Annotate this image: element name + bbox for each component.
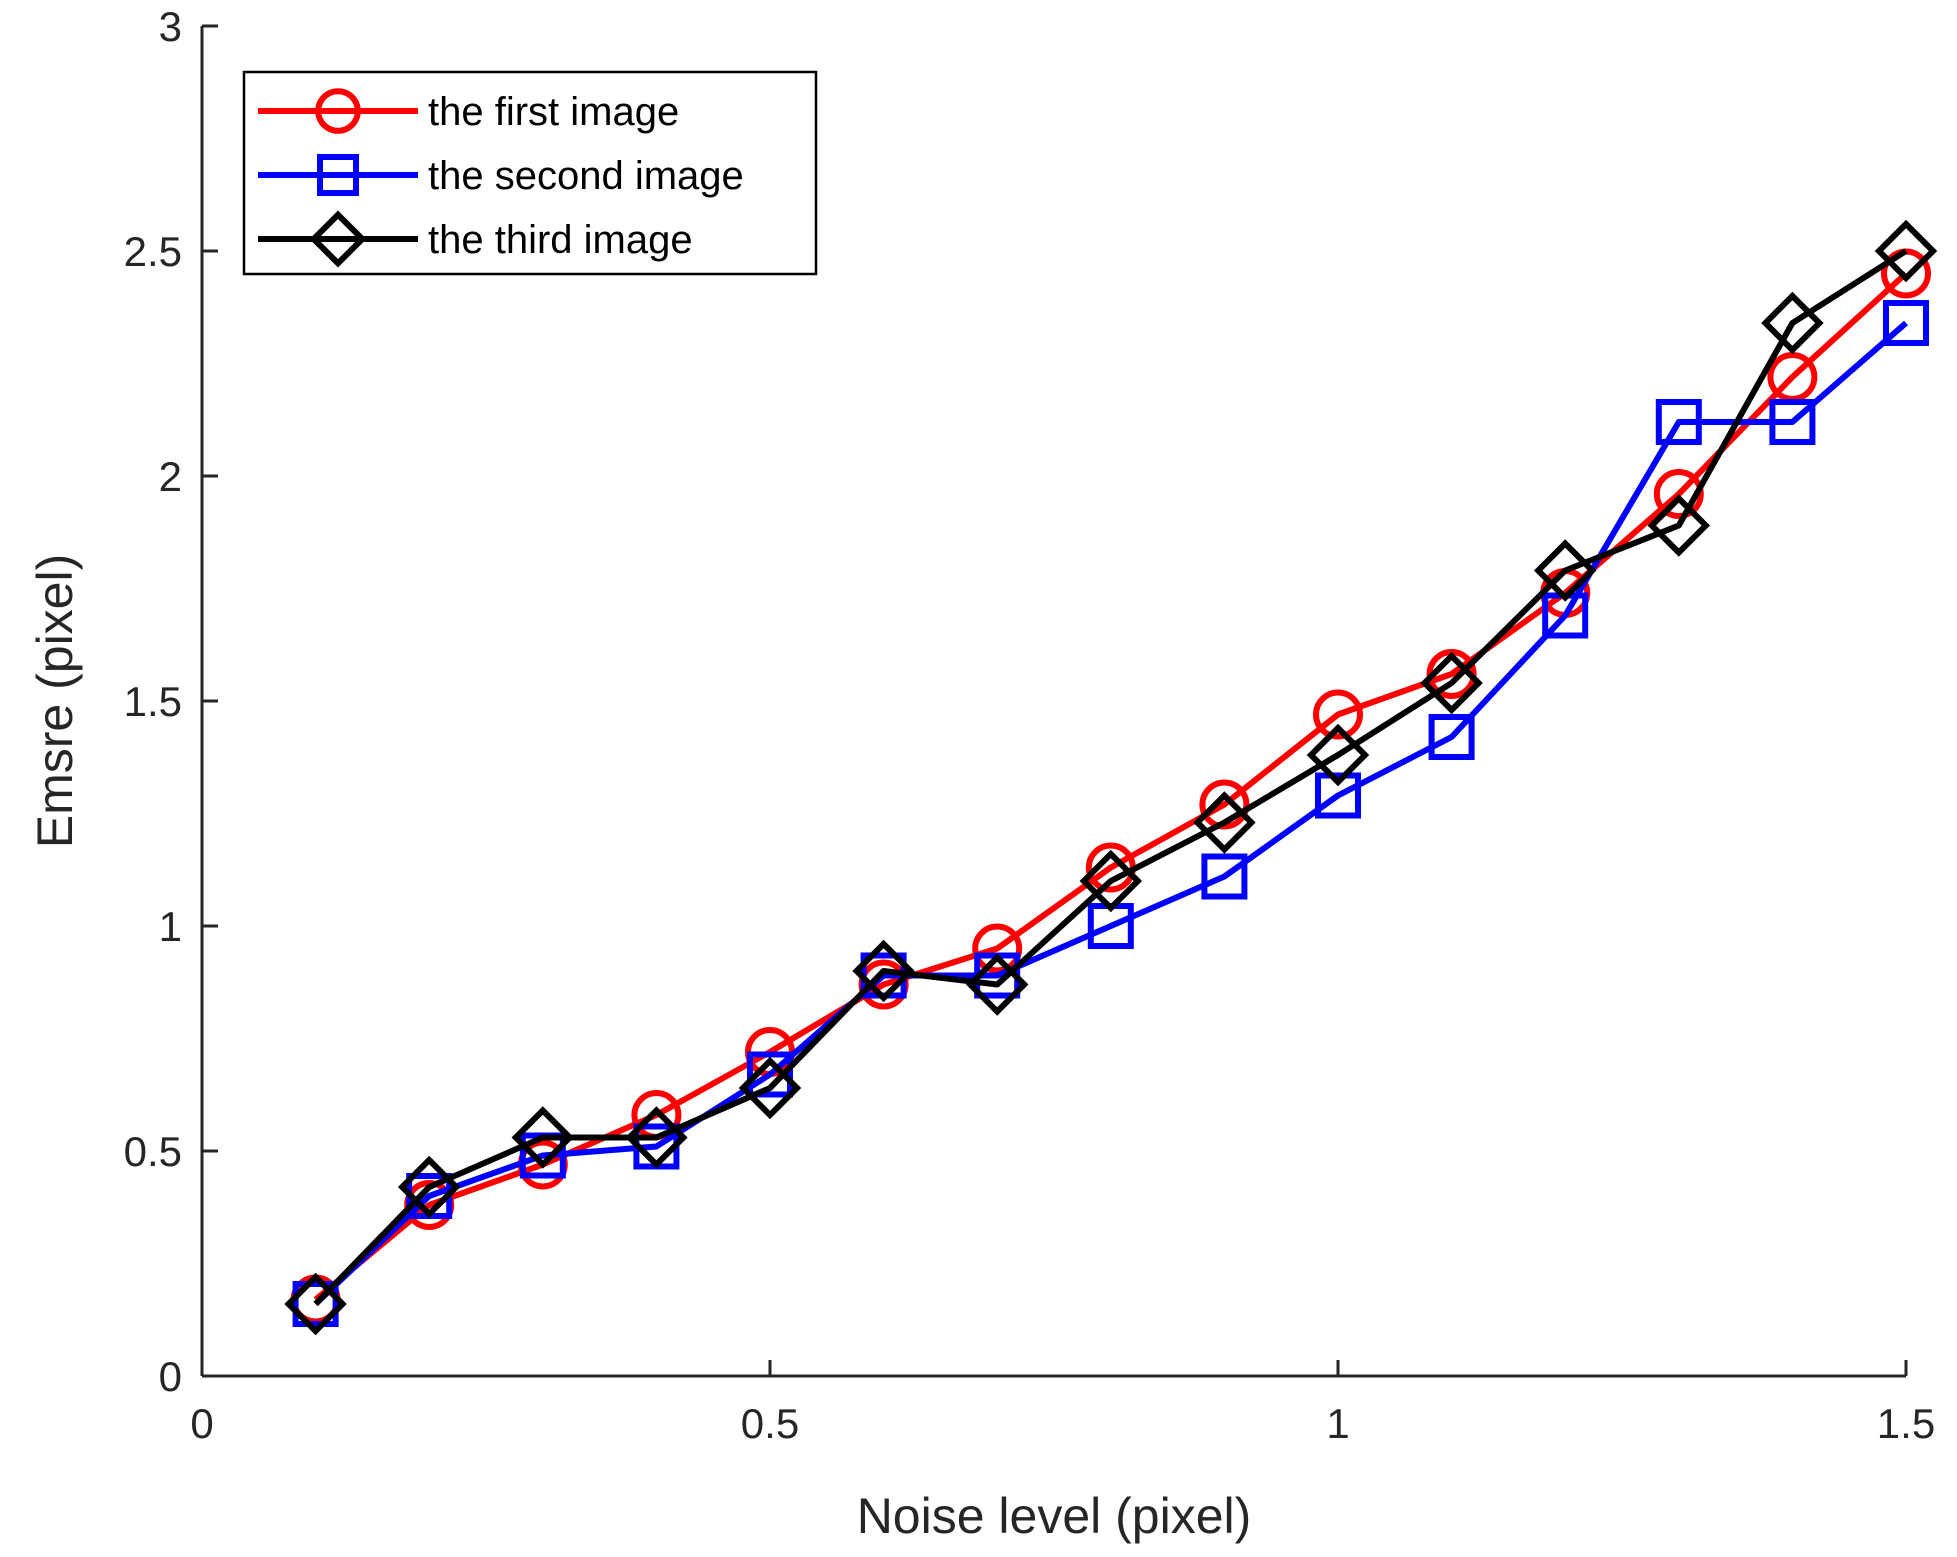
y-tick-label: 1 xyxy=(159,903,182,950)
square-marker xyxy=(1315,772,1361,819)
diamond-marker xyxy=(1420,651,1483,715)
series-line xyxy=(313,248,1908,1307)
diamond-marker xyxy=(1193,791,1256,854)
diamond-marker xyxy=(1647,494,1711,557)
x-tick-label: 1.5 xyxy=(1877,1400,1935,1447)
square-marker xyxy=(292,1281,339,1327)
y-tick-label: 3 xyxy=(159,3,182,50)
square-marker xyxy=(1769,399,1816,445)
legend-entry: the third image xyxy=(258,210,693,268)
y-tick-label: 0 xyxy=(159,1353,182,1400)
x-ticks: 0 0.5 1 1.5 xyxy=(190,1360,1935,1447)
diamond-marker xyxy=(625,1106,688,1169)
diamond-marker xyxy=(1874,219,1938,283)
circle-marker xyxy=(1313,689,1363,740)
y-tick-label: 2.5 xyxy=(124,228,182,275)
legend-entry: the first image xyxy=(258,88,679,134)
diamond-marker xyxy=(397,1155,461,1219)
x-tick-label: 1 xyxy=(1326,1400,1349,1447)
legend-label: the second image xyxy=(428,154,744,198)
y-tick-label: 0.5 xyxy=(124,1128,182,1175)
y-tick-label: 1.5 xyxy=(124,678,182,725)
square-marker xyxy=(1655,399,1702,445)
diamond-marker xyxy=(284,1272,347,1336)
diamond-marker xyxy=(1079,849,1143,913)
series-3 xyxy=(284,219,1938,1336)
square-marker xyxy=(1883,300,1929,346)
y-ticks: 0 0.5 1 1.5 2 2.5 3 xyxy=(124,3,218,1400)
x-axis-title: Noise level (pixel) xyxy=(857,1488,1252,1544)
circle-marker xyxy=(1653,469,1704,519)
series-2 xyxy=(292,300,1929,1327)
x-tick-label: 0 xyxy=(190,1400,213,1447)
y-tick-label: 2 xyxy=(159,453,182,500)
diamond-marker xyxy=(1533,539,1597,602)
diamond-marker xyxy=(1761,291,1824,355)
legend-entry: the second image xyxy=(258,154,744,198)
square-marker xyxy=(1428,714,1475,760)
square-marker xyxy=(1201,853,1248,900)
square-marker xyxy=(317,154,359,196)
legend-label: the first image xyxy=(428,90,679,134)
diamond-marker xyxy=(1306,723,1370,787)
series-group xyxy=(284,219,1938,1336)
series-line xyxy=(313,320,1908,1307)
circle-marker xyxy=(315,88,361,134)
circle-marker xyxy=(972,923,1023,974)
series-line xyxy=(313,271,1909,1302)
legend-label: the third image xyxy=(428,218,693,262)
diamond-marker xyxy=(965,953,1029,1016)
axes: 0 0.5 1 1.5 0 0.5 1 1.5 2 2.5 3 xyxy=(124,3,1936,1447)
diamond-marker xyxy=(309,210,367,268)
diamond-marker xyxy=(511,1106,575,1169)
square-marker xyxy=(747,1051,793,1098)
y-axis-title: Emsre (pixel) xyxy=(27,554,83,848)
diamond-marker xyxy=(738,1056,802,1120)
plot-area xyxy=(284,219,1938,1336)
circle-marker xyxy=(1199,779,1250,830)
x-tick-label: 0.5 xyxy=(741,1400,799,1447)
diamond-marker xyxy=(852,939,915,1003)
legend: the first image the second image the third… xyxy=(242,70,818,276)
